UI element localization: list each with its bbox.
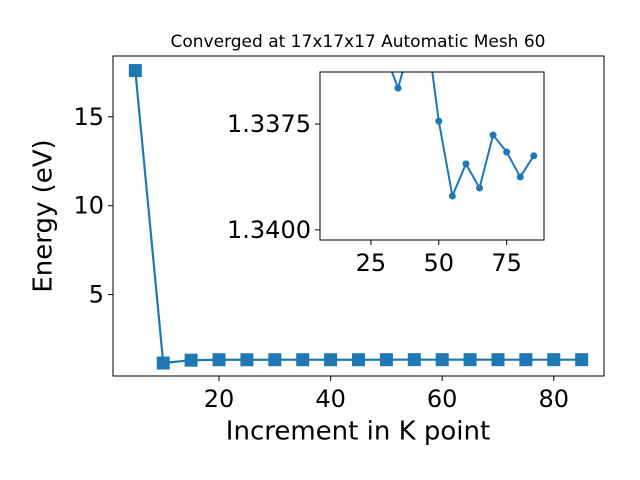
x-tick-label: 40 [315,385,346,413]
data-line [390,72,535,200]
x-tick-label: 50 [424,249,455,277]
data-point [394,84,402,92]
y-tick-label: 15 [73,103,104,131]
x-tick-label: 80 [539,385,570,413]
data-point [184,353,198,367]
y-tick-label: 5 [89,281,104,309]
x-tick-label: 20 [204,385,235,413]
x-tick-label: 75 [491,249,522,277]
chart-title: Converged at 17x17x17 Automatic Mesh 60 [171,32,546,52]
plot-frame [319,71,545,241]
data-point [268,353,282,367]
data-point [212,353,226,367]
data-point [463,353,477,367]
data-point [324,353,338,367]
data-point [547,353,561,367]
data-point [516,173,524,181]
y-tick-label: 1.3375 [227,110,311,138]
data-point [240,353,254,367]
data-point [407,353,421,367]
x-tick-label: 60 [427,385,458,413]
plot-frame [112,55,605,377]
data-point [435,117,443,125]
data-point [422,15,429,22]
data-point [352,353,365,367]
y-axis-label: Energy (eV) [29,139,59,292]
data-point [354,15,361,22]
data-point [489,131,497,139]
series-group [354,15,538,200]
data-point [503,148,511,156]
data-point [296,353,310,367]
data-point [476,184,484,192]
data-point [379,353,393,367]
x-axis-label: Increment in K point [226,417,490,447]
series-group [128,64,589,370]
data-point [448,192,456,200]
data-point [491,353,505,367]
data-point [575,353,589,367]
plot-area [320,72,544,240]
x-tick-label: 25 [356,249,387,277]
data-point [156,356,170,370]
data-point [519,353,533,367]
y-tick-label: 1.3400 [227,216,311,244]
data-point [128,64,142,78]
data-point [530,152,538,160]
data-point [462,160,470,168]
y-tick-label: 10 [73,192,104,220]
data-point [435,353,449,367]
